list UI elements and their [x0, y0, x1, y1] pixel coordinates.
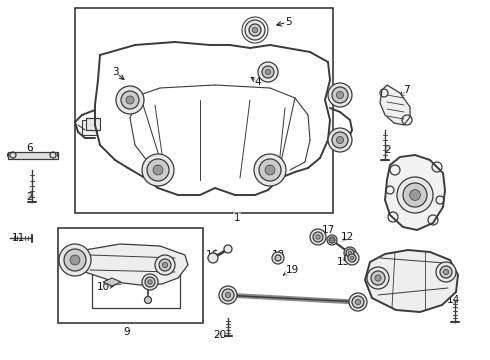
Circle shape [375, 275, 381, 281]
Text: 2: 2 [26, 192, 33, 202]
Bar [82, 120, 97, 135]
Polygon shape [380, 85, 410, 125]
Circle shape [440, 266, 452, 278]
Text: 3: 3 [112, 67, 118, 77]
Circle shape [245, 20, 265, 40]
Text: 15: 15 [336, 257, 350, 267]
Circle shape [142, 274, 158, 290]
Circle shape [147, 159, 169, 181]
Text: 2: 2 [385, 145, 392, 155]
Circle shape [371, 271, 385, 285]
Circle shape [59, 244, 91, 276]
Circle shape [126, 96, 134, 104]
Bar [92, 266, 180, 308]
Circle shape [367, 267, 389, 289]
Text: 6: 6 [26, 143, 33, 153]
Text: 5: 5 [285, 17, 292, 27]
Circle shape [332, 87, 348, 103]
Circle shape [121, 91, 139, 109]
Circle shape [355, 299, 361, 305]
Bar [75, 8, 333, 213]
Text: 10: 10 [97, 282, 110, 292]
Circle shape [337, 91, 343, 99]
Circle shape [352, 296, 364, 308]
Circle shape [331, 239, 333, 241]
Circle shape [329, 237, 335, 243]
Bar [8, 152, 58, 158]
Circle shape [252, 27, 258, 33]
Polygon shape [385, 155, 445, 230]
Circle shape [397, 177, 433, 213]
Circle shape [155, 255, 175, 275]
Text: 1: 1 [234, 213, 240, 223]
Circle shape [262, 66, 274, 78]
Circle shape [327, 235, 337, 245]
Circle shape [436, 262, 456, 282]
Text: 13: 13 [406, 263, 419, 273]
Circle shape [258, 62, 278, 82]
Circle shape [348, 254, 356, 262]
Text: 18: 18 [271, 250, 285, 260]
Circle shape [265, 165, 275, 175]
Circle shape [265, 69, 270, 75]
Circle shape [410, 190, 420, 201]
Circle shape [350, 256, 354, 260]
Polygon shape [85, 244, 188, 285]
Circle shape [272, 252, 284, 264]
Circle shape [337, 136, 343, 144]
Text: 16: 16 [205, 250, 219, 260]
Bar [86, 118, 100, 130]
Circle shape [328, 83, 352, 107]
Circle shape [224, 245, 232, 253]
Text: 9: 9 [123, 327, 130, 337]
Circle shape [159, 259, 171, 271]
Circle shape [316, 235, 320, 239]
Circle shape [344, 247, 356, 259]
Circle shape [142, 154, 174, 186]
Circle shape [346, 249, 354, 257]
Circle shape [225, 292, 231, 298]
Circle shape [313, 232, 323, 242]
Circle shape [222, 289, 234, 301]
Polygon shape [365, 250, 458, 312]
Circle shape [328, 128, 352, 152]
Text: 7: 7 [403, 85, 409, 95]
Circle shape [332, 132, 348, 148]
Circle shape [345, 251, 359, 265]
Circle shape [349, 293, 367, 311]
Circle shape [145, 277, 155, 287]
Circle shape [275, 255, 281, 261]
Text: 19: 19 [285, 265, 298, 275]
Circle shape [116, 86, 144, 114]
Circle shape [153, 165, 163, 175]
Text: 17: 17 [321, 225, 335, 235]
Circle shape [443, 269, 449, 275]
Circle shape [70, 255, 80, 265]
Circle shape [64, 249, 86, 271]
Circle shape [403, 183, 427, 207]
Circle shape [348, 251, 352, 255]
Text: 20: 20 [214, 330, 226, 340]
Text: 8: 8 [434, 183, 441, 193]
Circle shape [219, 286, 237, 304]
Circle shape [145, 297, 151, 303]
Circle shape [254, 154, 286, 186]
Circle shape [259, 159, 281, 181]
Circle shape [249, 24, 261, 36]
Circle shape [208, 253, 218, 263]
Circle shape [148, 280, 152, 284]
Circle shape [310, 229, 326, 245]
Polygon shape [103, 278, 121, 286]
Bar [58, 228, 203, 323]
Text: 11: 11 [11, 233, 24, 243]
Text: 4: 4 [255, 77, 261, 87]
Circle shape [162, 262, 168, 268]
Text: 14: 14 [446, 295, 460, 305]
Text: 12: 12 [341, 232, 354, 242]
